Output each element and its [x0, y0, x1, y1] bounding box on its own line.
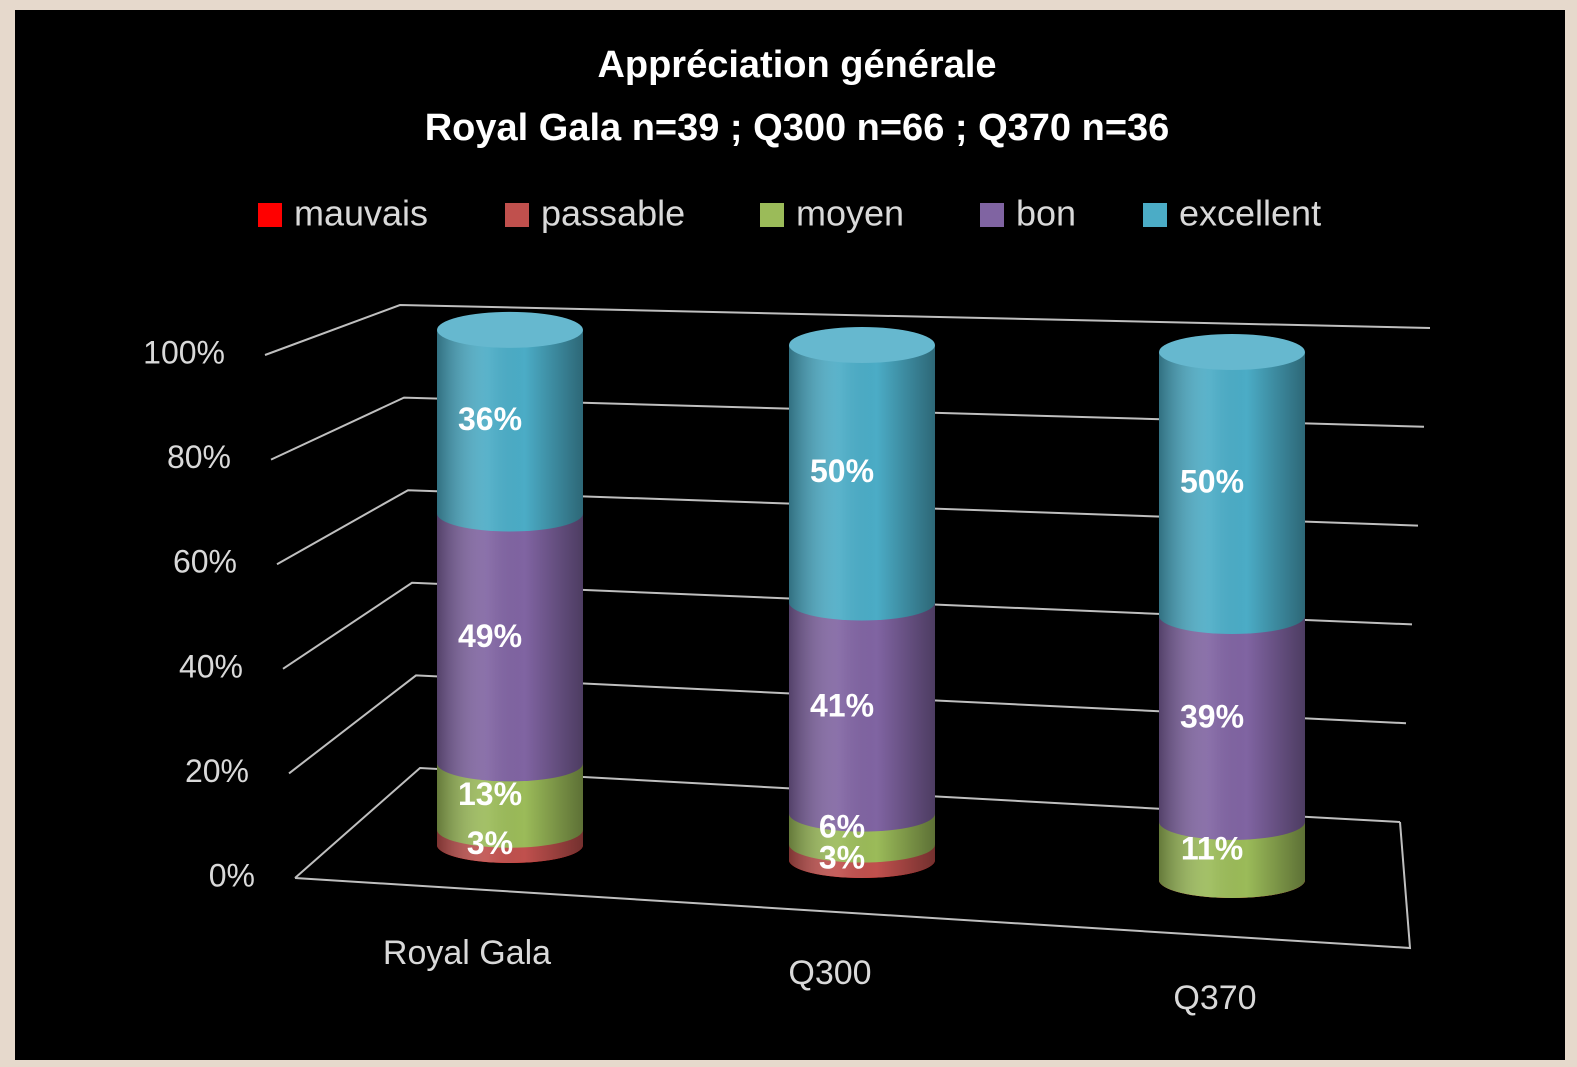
x-tick-label: Q300 — [788, 954, 871, 992]
cylinder-shading — [789, 345, 935, 878]
data-label: 3% — [467, 825, 513, 861]
legend-swatch — [258, 203, 282, 227]
x-tick-label: Royal Gala — [383, 934, 551, 972]
data-label: 41% — [810, 688, 874, 724]
legend-label: bon — [1016, 193, 1076, 234]
legend-label: mauvais — [294, 193, 428, 234]
cylinder-shading — [1159, 352, 1305, 898]
y-tick-label: 100% — [143, 334, 225, 370]
legend-label: excellent — [1179, 193, 1321, 234]
data-label: 3% — [819, 840, 865, 876]
chart-subtitle: Royal Gala n=39 ; Q300 n=66 ; Q370 n=36 — [425, 107, 1170, 149]
cylinder-top — [437, 311, 583, 348]
data-label: 6% — [819, 809, 865, 845]
y-tick-label: 60% — [173, 544, 237, 580]
cylinder-shading — [437, 329, 583, 863]
y-tick-label: 20% — [185, 753, 249, 789]
grid-line — [264, 303, 1431, 356]
data-label: 50% — [810, 453, 874, 489]
legend-swatch — [760, 203, 784, 227]
cylinder-top — [789, 327, 935, 363]
data-label: 39% — [1180, 698, 1244, 734]
data-label: 13% — [458, 776, 522, 812]
cylinder-top — [1159, 334, 1305, 370]
grid-line — [270, 396, 1425, 461]
grid-line — [276, 489, 1419, 566]
legend-label: moyen — [796, 193, 904, 234]
legend-label: passable — [541, 193, 685, 234]
grid-line — [294, 766, 1401, 879]
y-tick-label: 80% — [167, 439, 231, 475]
grid-line — [288, 674, 1407, 775]
legend-swatch — [980, 203, 1004, 227]
floor-edge — [294, 821, 1412, 950]
grid-line — [282, 581, 1413, 670]
data-label: 11% — [1181, 830, 1243, 866]
y-tick-label: 40% — [179, 648, 243, 684]
data-label: 36% — [458, 401, 522, 437]
data-label: 50% — [1180, 463, 1244, 499]
x-tick-label: Q370 — [1173, 979, 1256, 1017]
y-tick-label: 0% — [209, 857, 255, 893]
chart-title: Appréciation générale — [597, 44, 996, 86]
data-label: 49% — [458, 618, 522, 654]
legend-swatch — [1143, 203, 1167, 227]
legend-swatch — [505, 203, 529, 227]
